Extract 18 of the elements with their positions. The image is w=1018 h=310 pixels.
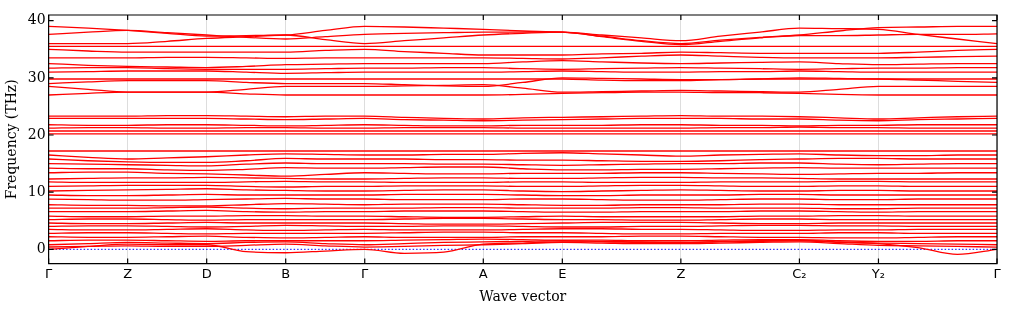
x-tick-label: Y₂ (870, 265, 886, 281)
y-tick-label: 10 (27, 182, 46, 199)
x-tick-label: Γ (993, 265, 1002, 281)
x-tick-label: E (558, 265, 567, 281)
x-tick-label: Z (676, 265, 686, 281)
x-tick-label: B (281, 265, 291, 281)
y-tick-label: 40 (27, 11, 46, 28)
x-tick-label: Z (123, 265, 133, 281)
x-tick-label: Γ (361, 265, 370, 281)
x-axis-title: Wave vector (479, 288, 567, 305)
y-axis-title: Frequency (THz) (3, 79, 20, 200)
y-tick-label: 0 (36, 239, 46, 256)
x-tick-label: D (201, 265, 212, 281)
y-tick-label: 20 (27, 125, 46, 142)
x-tick-label: Γ (44, 265, 53, 281)
x-tick-label: C₂ (792, 265, 807, 281)
y-tick-label: 30 (27, 68, 46, 85)
x-tick-label: A (478, 265, 488, 281)
